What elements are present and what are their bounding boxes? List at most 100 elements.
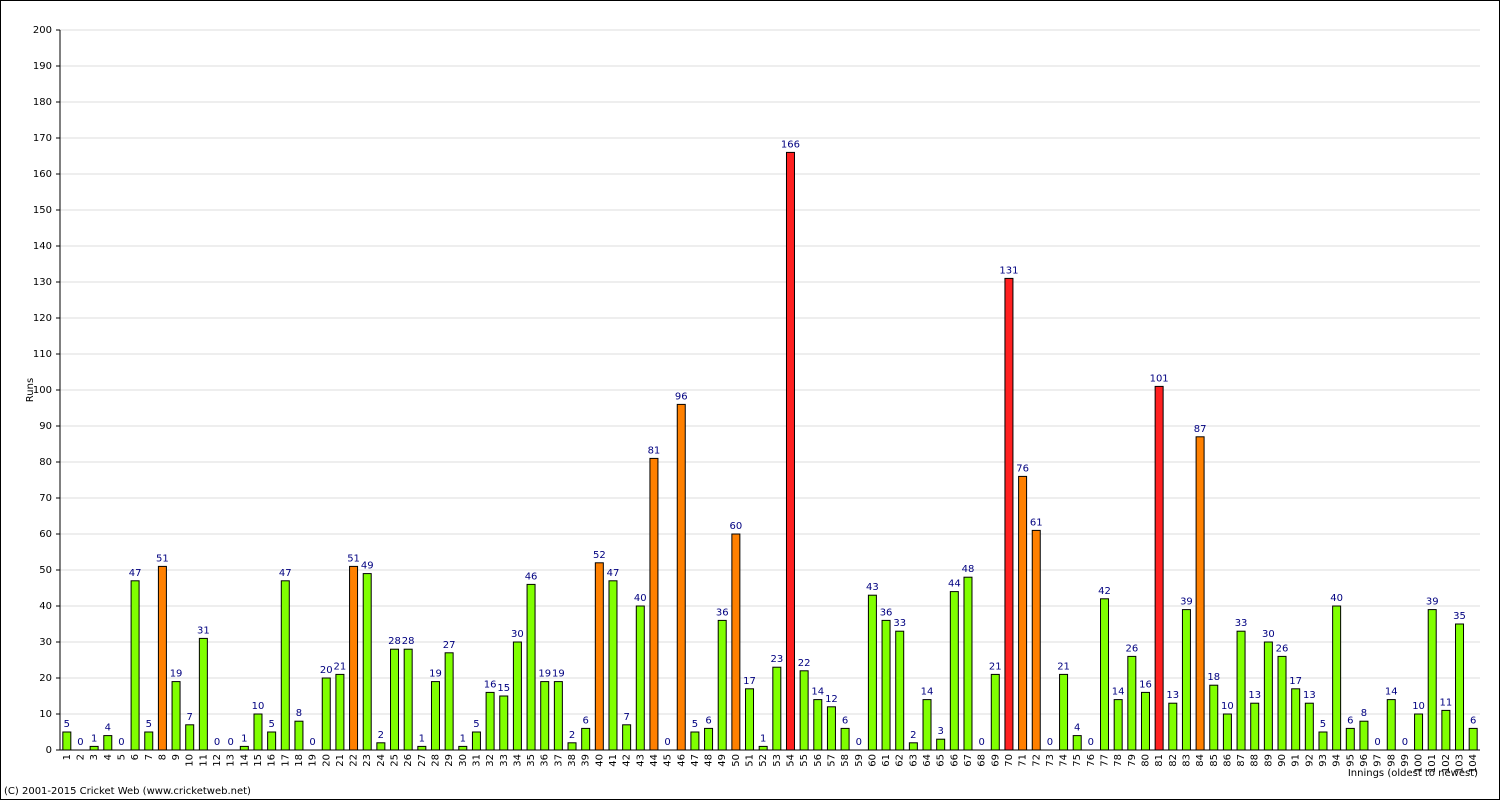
value-label: 39: [1180, 597, 1193, 608]
bar: [144, 731, 154, 751]
bar: [745, 688, 755, 751]
value-label: 23: [770, 654, 783, 665]
y-tick-label: 190: [33, 61, 52, 72]
value-label: 101: [1150, 373, 1169, 384]
x-tick-label: 102: [1441, 754, 1452, 773]
bar: [704, 727, 714, 751]
bar: [1291, 688, 1301, 751]
value-label: 35: [1453, 611, 1466, 622]
x-tick-label: 41: [608, 754, 619, 767]
value-label: 19: [552, 669, 565, 680]
bar: [1236, 630, 1246, 751]
value-label: 0: [1088, 737, 1094, 748]
bar: [1195, 436, 1205, 751]
value-label: 4: [105, 723, 111, 734]
bar: [1059, 673, 1069, 751]
value-label: 2: [378, 730, 384, 741]
value-label: 6: [842, 715, 848, 726]
x-tick-label: 19: [308, 754, 319, 767]
x-tick-label: 60: [867, 754, 878, 767]
bar: [185, 724, 195, 751]
x-tick-label: 100: [1414, 754, 1425, 773]
x-tick-label: 87: [1236, 754, 1247, 767]
x-tick-label: 64: [922, 754, 933, 767]
x-tick-label: 57: [826, 754, 837, 767]
value-label: 36: [880, 607, 893, 618]
bar: [1304, 702, 1314, 751]
x-tick-label: 97: [1373, 754, 1384, 767]
x-tick-label: 82: [1168, 754, 1179, 767]
value-label: 1: [760, 733, 766, 744]
value-label: 0: [1374, 737, 1380, 748]
bar: [1427, 609, 1437, 751]
bar: [239, 745, 249, 751]
x-tick-label: 16: [267, 754, 278, 767]
bar: [1181, 609, 1191, 751]
bar: [785, 151, 795, 751]
bar: [103, 735, 113, 751]
x-tick-label: 90: [1277, 754, 1288, 767]
x-tick-label: 69: [990, 754, 1001, 767]
x-tick-label: 53: [772, 754, 783, 767]
bar: [1113, 699, 1123, 751]
value-label: 5: [146, 719, 152, 730]
x-tick-label: 96: [1359, 754, 1370, 767]
x-axis-label: Innings (oldest to newest): [1348, 768, 1478, 779]
value-label: 6: [582, 715, 588, 726]
bar: [608, 580, 618, 751]
value-label: 6: [1470, 715, 1476, 726]
value-label: 76: [1016, 463, 1029, 474]
x-tick-label: 76: [1086, 754, 1097, 767]
x-tick-label: 9: [171, 754, 182, 760]
y-tick-label: 170: [33, 133, 52, 144]
x-tick-label: 59: [854, 754, 865, 767]
x-tick-label: 35: [526, 754, 537, 767]
value-label: 14: [1112, 687, 1125, 698]
x-tick-label: 67: [963, 754, 974, 767]
bar: [1441, 709, 1451, 751]
value-label: 14: [1385, 687, 1398, 698]
value-label: 21: [989, 661, 1002, 672]
x-tick-label: 74: [1059, 754, 1070, 767]
x-tick-label: 58: [840, 754, 851, 767]
bar: [690, 731, 700, 751]
bar: [89, 745, 99, 751]
bar: [417, 745, 427, 751]
bar: [1072, 735, 1082, 751]
bar: [1359, 720, 1369, 751]
bar: [1345, 727, 1355, 751]
x-tick-label: 12: [212, 754, 223, 767]
x-tick-label: 72: [1031, 754, 1042, 767]
x-tick-label: 95: [1345, 754, 1356, 767]
bar: [62, 731, 72, 751]
bar: [1250, 702, 1260, 751]
bar: [390, 648, 400, 751]
value-label: 47: [129, 568, 142, 579]
value-label: 17: [743, 676, 756, 687]
value-label: 0: [1402, 737, 1408, 748]
value-label: 43: [866, 582, 879, 593]
value-label: 13: [1248, 690, 1261, 701]
x-tick-label: 56: [813, 754, 824, 767]
bar: [540, 681, 550, 751]
bar: [1263, 641, 1273, 751]
value-label: 18: [1207, 672, 1220, 683]
bar: [403, 648, 413, 751]
value-label: 4: [1074, 723, 1080, 734]
y-tick-label: 30: [39, 637, 52, 648]
x-tick-label: 17: [280, 754, 291, 767]
value-label: 0: [1047, 737, 1053, 748]
x-tick-label: 51: [745, 754, 756, 767]
y-tick-label: 140: [33, 241, 52, 252]
value-label: 6: [705, 715, 711, 726]
value-label: 48: [962, 564, 975, 575]
value-label: 28: [402, 636, 415, 647]
x-tick-label: 37: [553, 754, 564, 767]
bar: [526, 583, 536, 751]
bar: [581, 727, 591, 751]
x-tick-label: 5: [116, 754, 127, 760]
value-label: 13: [1303, 690, 1316, 701]
x-tick-label: 32: [485, 754, 496, 767]
value-label: 30: [511, 629, 524, 640]
